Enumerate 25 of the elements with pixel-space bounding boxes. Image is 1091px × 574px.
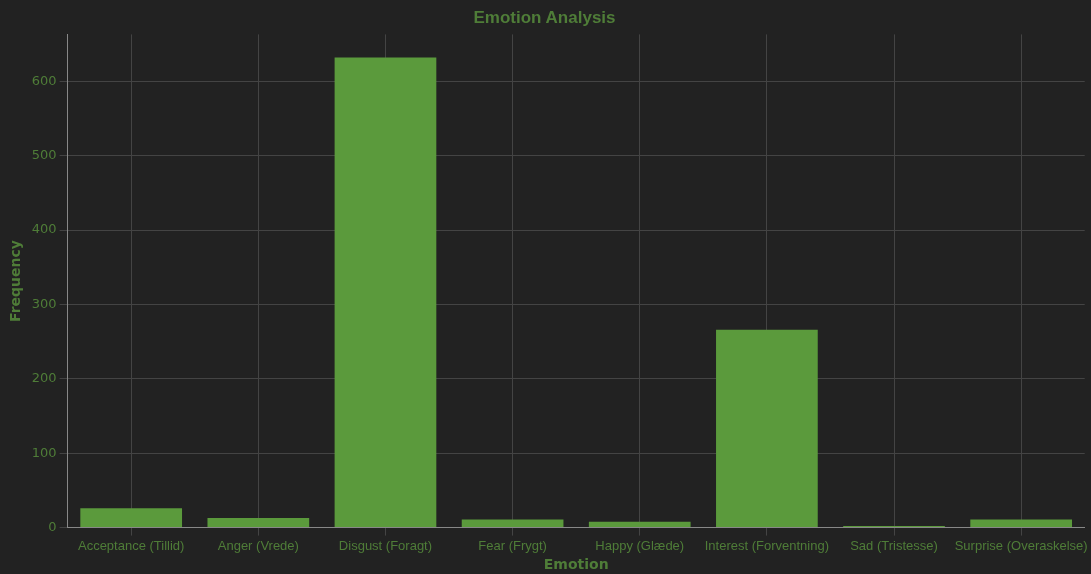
- x-tick-label: Sad (Tristesse): [850, 537, 938, 553]
- y-tick-label: 200: [31, 370, 57, 386]
- y-tick-label: 500: [31, 147, 57, 163]
- y-axis-title: Frequency: [7, 240, 24, 322]
- x-tick-label: Surprise (Overaskelse): [954, 537, 1088, 553]
- x-tick-label: Interest (Forventning): [704, 537, 830, 553]
- bar: [334, 57, 437, 528]
- chart-title: Emotion Analysis: [473, 7, 616, 27]
- x-tick-label: Disgust (Foragt): [338, 537, 433, 553]
- bar: [588, 521, 691, 528]
- x-tick-label: Fear (Frygt): [478, 537, 547, 553]
- y-tick-label: 0: [48, 518, 57, 534]
- y-tick-label: 400: [31, 221, 57, 237]
- bar: [207, 517, 310, 528]
- x-tick-label: Happy (Glæde): [595, 537, 685, 553]
- bar: [970, 519, 1073, 528]
- bar: [461, 519, 564, 528]
- bar: [80, 508, 183, 528]
- x-axis-title: Emotion: [543, 556, 609, 573]
- x-tick-label: Acceptance (Tillid): [77, 537, 185, 553]
- y-tick-label: 300: [31, 295, 57, 311]
- y-tick-label: 600: [31, 72, 57, 88]
- y-tick-label: 100: [31, 444, 57, 460]
- x-tick-label: Anger (Vrede): [217, 537, 299, 553]
- bar: [716, 329, 818, 528]
